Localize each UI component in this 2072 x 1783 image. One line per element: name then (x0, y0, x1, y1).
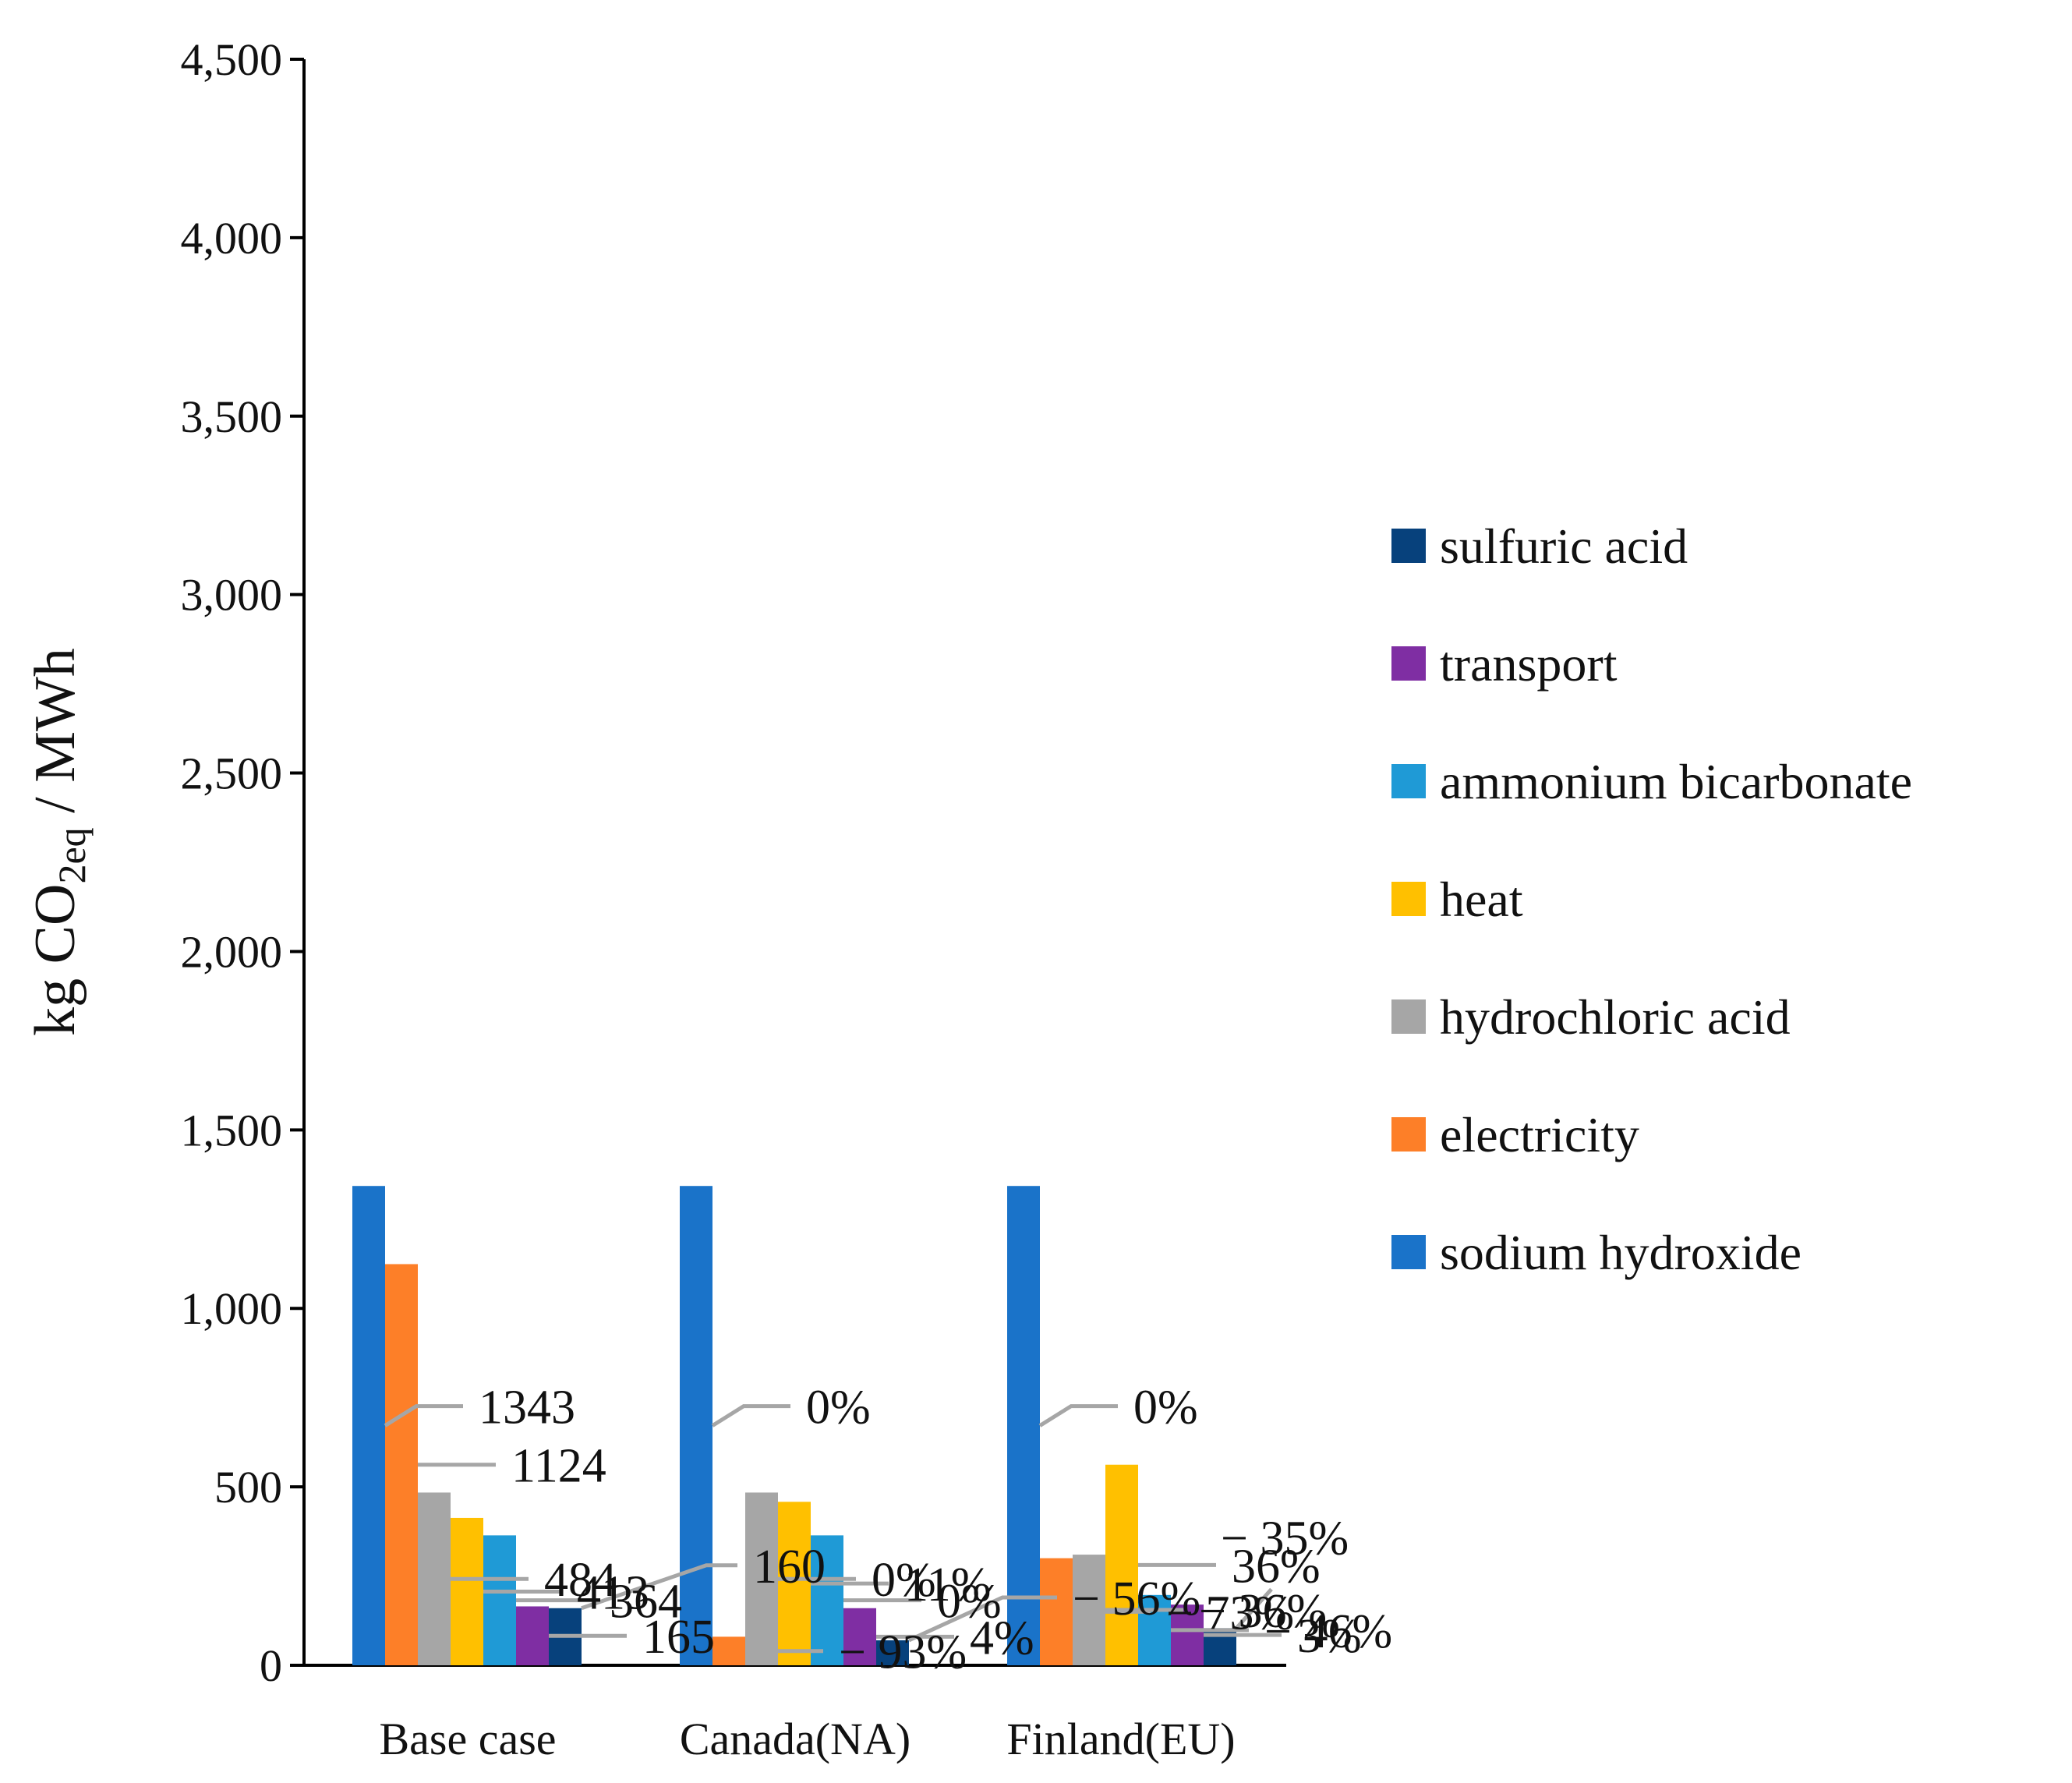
bar-segment (451, 1517, 483, 1665)
legend-swatch (1391, 999, 1426, 1034)
legend-label: sulfuric acid (1440, 518, 1688, 574)
leader-line (581, 1563, 737, 1611)
x-category-label: Finland(EU) (1006, 1714, 1235, 1764)
data-label: − 56% (1073, 1573, 1200, 1626)
bar-segment (778, 1502, 811, 1665)
data-label: 11% (904, 1558, 991, 1611)
leader-line (1038, 1404, 1118, 1427)
y-tick-label: 4,500 (181, 34, 283, 85)
legend-label: transport (1440, 636, 1618, 692)
bar-segment (843, 1608, 876, 1665)
bar-segment (352, 1186, 385, 1665)
bar-segment (516, 1606, 549, 1665)
leader-line (907, 1595, 1057, 1643)
legend-label: electricity (1440, 1107, 1639, 1162)
leader-line (384, 1404, 463, 1427)
leader-lines-group (384, 1404, 1282, 1654)
y-tick-label: 3,500 (181, 391, 283, 442)
legend-swatch (1391, 1235, 1426, 1269)
y-axis-title: kg CO2eq / MWh (23, 648, 94, 1036)
legend-swatch (1391, 529, 1426, 563)
data-label: 160 (753, 1541, 826, 1594)
data-label: − 36% (1199, 1585, 1327, 1638)
bar-segment (811, 1535, 843, 1665)
y-tick-label: 2,500 (181, 748, 283, 799)
data-label: 484 (544, 1554, 617, 1607)
bar-segment (418, 1492, 451, 1665)
y-tick-label: 1,500 (181, 1105, 283, 1155)
data-label: − 93% (839, 1626, 967, 1679)
data-label: 36% (1232, 1540, 1321, 1593)
leader-line (711, 1404, 790, 1427)
bar-segment (1171, 1604, 1204, 1665)
legend: sulfuric acid transport ammonium bicarbona… (1391, 518, 1912, 1280)
data-label: 3% (1297, 1610, 1362, 1663)
data-label: 165 (642, 1611, 715, 1664)
x-category-label: Canada(NA) (680, 1714, 910, 1764)
y-tick-label: 2,000 (181, 926, 283, 977)
y-axis-title-prefix: kg CO (23, 884, 87, 1036)
bar-segment (483, 1535, 516, 1665)
data-label: 0% (1133, 1381, 1198, 1435)
y-axis-title-suffix: / MWh (23, 648, 87, 827)
legend-swatch (1391, 882, 1426, 916)
bar-segment (680, 1186, 712, 1665)
data-label: 0% (872, 1554, 936, 1607)
bar-segment (745, 1492, 778, 1665)
y-tick-label: 4,000 (181, 213, 283, 264)
bar-segment (876, 1640, 909, 1665)
data-label: 0% (806, 1381, 871, 1435)
data-label: − 35% (1221, 1512, 1349, 1565)
bar-segment (385, 1264, 418, 1665)
legend-label: ammonium bicarbonate (1440, 754, 1912, 809)
leader-line (1235, 1587, 1273, 1630)
data-label: 0% (937, 1576, 1002, 1629)
y-tick-label: 3,000 (181, 570, 283, 621)
bar-segment (1040, 1558, 1073, 1665)
bar-segment (1105, 1464, 1138, 1665)
data-label: 1343 (479, 1381, 575, 1435)
axes-group: 0 500 1,000 1,500 2,000 2,500 3,000 3,500 4,000 4… (181, 34, 1286, 1764)
legend-label: hydrochloric acid (1440, 989, 1791, 1045)
y-tick-label: 0 (260, 1640, 282, 1691)
bar-segment (712, 1636, 745, 1665)
legend-swatch (1391, 764, 1426, 798)
data-label: − 46% (1264, 1605, 1392, 1658)
data-label: 4% (970, 1611, 1034, 1664)
bar-segment (1138, 1594, 1171, 1665)
bars-group (352, 1186, 1236, 1665)
x-category-label: Base case (379, 1714, 556, 1764)
legend-label: sodium hydroxide (1440, 1225, 1802, 1280)
legend-label: heat (1440, 872, 1523, 927)
legend-swatch (1391, 1117, 1426, 1152)
data-label: 413 (577, 1566, 649, 1619)
data-label: 364 (610, 1576, 682, 1629)
y-tick-label: 500 (214, 1462, 282, 1512)
data-label: 1124 (511, 1440, 606, 1493)
y-axis-title-subscript: 2eq (50, 827, 94, 883)
y-tick-label: 1,000 (181, 1283, 283, 1334)
bar-segment (1007, 1186, 1040, 1665)
data-label: − 73% (1166, 1587, 1294, 1640)
legend-swatch (1391, 646, 1426, 681)
